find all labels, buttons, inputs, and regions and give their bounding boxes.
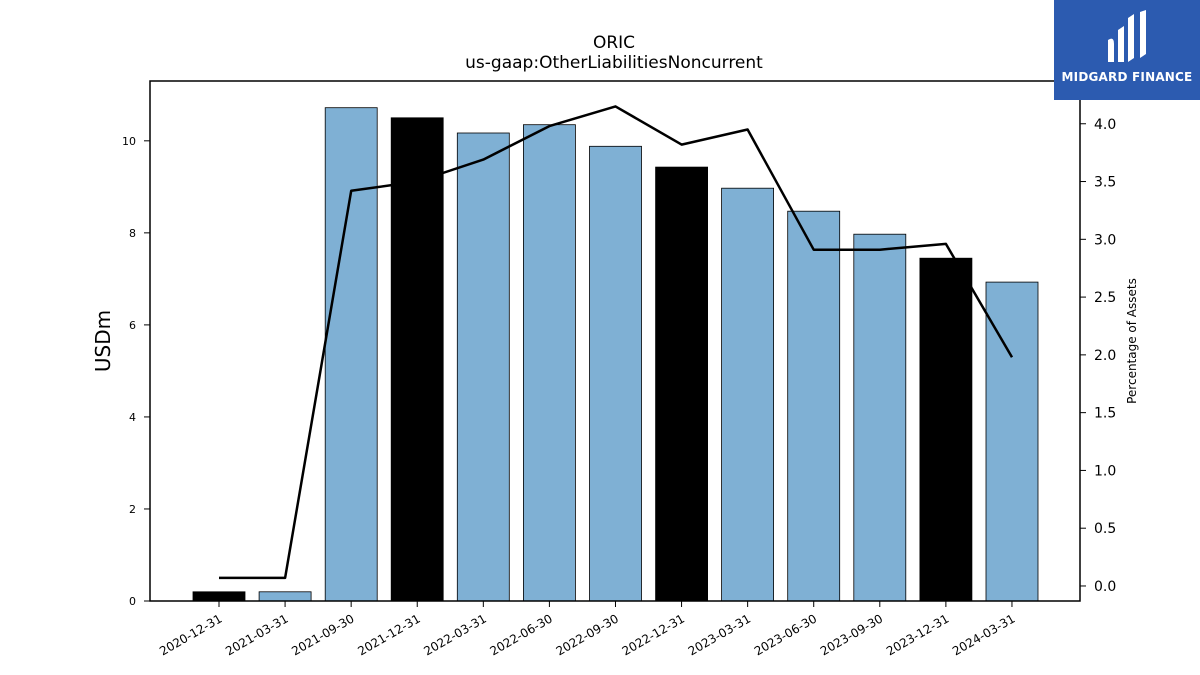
y2-tick-label: 1.0 bbox=[1094, 463, 1116, 479]
y-axis-label: USDm bbox=[91, 310, 115, 372]
y2-tick-label: 2.0 bbox=[1094, 348, 1116, 364]
y2-axis-label: Percentage of Assets bbox=[1125, 278, 1139, 404]
x-tick-label: 2024-03-31 bbox=[950, 611, 1017, 658]
bar bbox=[523, 124, 576, 602]
line-series-group bbox=[219, 105, 1014, 580]
y2-tick-label: 0.0 bbox=[1094, 579, 1116, 595]
y2-tick-label: 4.0 bbox=[1094, 117, 1116, 133]
x-tick-label: 2021-12-31 bbox=[355, 611, 422, 658]
bar bbox=[258, 591, 312, 602]
bar bbox=[853, 233, 907, 602]
x-tick-label: 2022-03-31 bbox=[421, 611, 488, 658]
line-series bbox=[219, 105, 1014, 580]
y2-tick-label: 0.5 bbox=[1094, 521, 1116, 537]
y-tick-label: 2 bbox=[129, 503, 136, 516]
x-tick-label: 2022-06-30 bbox=[487, 611, 554, 658]
x-tick-label: 2021-03-31 bbox=[223, 611, 290, 658]
bar bbox=[324, 107, 378, 602]
bar bbox=[456, 132, 510, 602]
y2-tick-label: 1.5 bbox=[1094, 406, 1116, 422]
chart-title: ORIC bbox=[593, 33, 635, 53]
y2-tick-label: 3.0 bbox=[1094, 232, 1116, 248]
bar bbox=[655, 166, 708, 602]
y-tick-label: 0 bbox=[129, 595, 136, 608]
y-tick-label: 8 bbox=[129, 227, 136, 240]
chart-subtitle: us-gaap:OtherLiabilitiesNoncurrent bbox=[465, 53, 763, 73]
bar bbox=[192, 591, 246, 602]
y2-tick-label: 3.5 bbox=[1094, 175, 1116, 191]
left-axis-ticks: 0 2 4 6 8 10 bbox=[122, 135, 150, 608]
bar bbox=[787, 210, 841, 602]
bars-group bbox=[192, 107, 1039, 602]
x-tick-label: 2023-12-31 bbox=[884, 611, 951, 658]
y-tick-label: 4 bbox=[129, 411, 136, 424]
brand-name: MIDGARD FINANCE bbox=[1061, 70, 1193, 84]
y2-tick-label: 2.5 bbox=[1094, 290, 1116, 306]
brand-logo: MIDGARD FINANCE bbox=[1054, 0, 1200, 100]
x-tick-label: 2023-03-31 bbox=[686, 611, 753, 658]
bar bbox=[919, 257, 973, 602]
x-tick-label: 2020-12-31 bbox=[157, 611, 224, 658]
x-tick-label: 2023-09-30 bbox=[818, 611, 885, 658]
bar bbox=[589, 145, 642, 602]
bar bbox=[985, 281, 1039, 602]
bar bbox=[721, 187, 774, 602]
x-tick-label: 2021-09-30 bbox=[289, 611, 356, 658]
midgard-logo-icon bbox=[1108, 10, 1146, 62]
x-tick-label: 2022-09-30 bbox=[554, 611, 621, 658]
bar bbox=[390, 117, 444, 602]
y-tick-label: 6 bbox=[129, 319, 136, 332]
x-tick-label: 2023-06-30 bbox=[752, 611, 819, 658]
right-axis-ticks: 0.0 0.5 1.0 1.5 2.0 2.5 3.0 3.5 4.0 bbox=[1080, 117, 1116, 595]
y-tick-label: 10 bbox=[122, 135, 136, 148]
x-tick-label: 2022-12-31 bbox=[620, 611, 687, 658]
x-axis-ticks: 2020-12-312021-03-312021-09-302021-12-31… bbox=[157, 601, 1017, 658]
